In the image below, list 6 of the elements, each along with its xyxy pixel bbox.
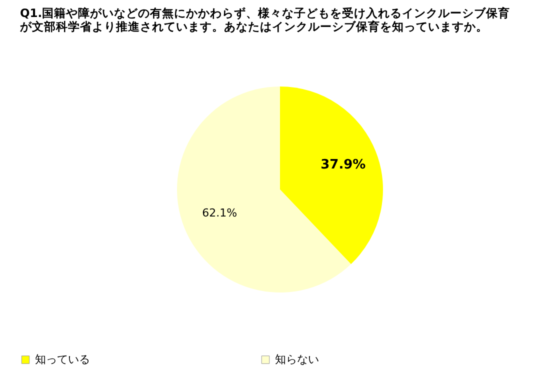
chart-title: Q1.国籍や障がいなどの有無にかかわらず、様々な子どもを受け入れるインクルーシブ保育が文部科学省より推進されています。あなたはインクルーシブ保育を知っていますか。	[19, 6, 510, 34]
pie-slice	[280, 86, 383, 264]
data-label: 37.9%	[320, 157, 366, 172]
legend-label: 知っている	[35, 352, 90, 366]
legend-label: 知らない	[275, 352, 319, 366]
data-label: 62.1%	[202, 206, 238, 220]
